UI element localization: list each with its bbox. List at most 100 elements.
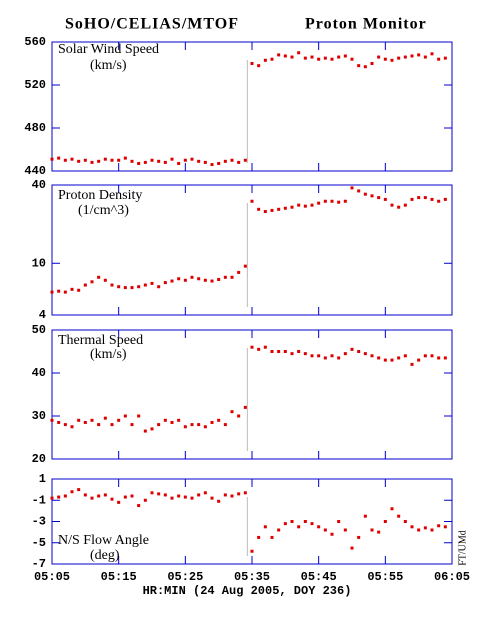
data-point	[243, 158, 247, 162]
data-point	[230, 275, 234, 279]
data-point	[143, 283, 147, 287]
y-tick-label: 40	[32, 366, 46, 380]
data-point	[383, 520, 387, 523]
data-point	[210, 163, 214, 167]
data-point	[110, 497, 114, 501]
data-point	[290, 352, 294, 356]
data-point	[97, 159, 101, 163]
data-point	[270, 535, 274, 539]
data-point	[283, 206, 287, 210]
data-point	[250, 549, 254, 553]
data-point	[50, 418, 54, 422]
data-point	[390, 507, 394, 511]
data-point	[330, 354, 334, 358]
data-point	[270, 57, 274, 61]
data-point	[397, 56, 401, 60]
data-point	[263, 345, 267, 349]
data-point	[403, 55, 407, 59]
data-point	[210, 279, 214, 283]
data-point	[57, 289, 61, 293]
data-point	[397, 514, 401, 518]
title-left: SoHO/CELIAS/MTOF	[65, 16, 239, 33]
data-point	[390, 203, 394, 207]
data-point	[323, 356, 327, 360]
data-point	[190, 157, 194, 161]
data-point	[217, 161, 221, 165]
data-point	[437, 356, 441, 360]
data-point	[370, 194, 374, 198]
data-point	[297, 525, 301, 529]
data-point	[270, 208, 274, 212]
data-point	[150, 491, 154, 495]
data-point	[277, 528, 281, 532]
x-axis-label: HR:MIN (24 Aug 2005, DOY 236)	[143, 584, 352, 598]
data-point	[97, 275, 101, 279]
data-point	[257, 535, 261, 539]
data-point	[350, 546, 354, 550]
data-point	[137, 285, 141, 289]
data-point	[57, 420, 61, 424]
data-point	[97, 494, 101, 498]
data-point	[417, 358, 421, 362]
data-point	[177, 277, 181, 281]
data-point	[383, 358, 387, 362]
data-point	[437, 57, 441, 61]
data-point	[357, 535, 361, 539]
y-tick-label: -1	[32, 493, 46, 507]
data-point	[83, 158, 87, 162]
data-point	[70, 287, 74, 291]
data-point	[423, 354, 427, 358]
panel-title: N/S Flow Angle	[58, 533, 149, 548]
data-point	[230, 494, 234, 498]
data-point	[303, 56, 307, 60]
data-point	[257, 347, 261, 351]
data-point	[263, 58, 267, 62]
data-point	[177, 161, 181, 165]
data-point	[50, 290, 54, 294]
data-point	[143, 429, 147, 433]
data-point	[77, 288, 81, 292]
data-point	[77, 418, 81, 422]
data-point	[430, 354, 434, 358]
data-point	[370, 354, 374, 358]
data-point	[223, 423, 227, 427]
data-point	[397, 205, 401, 209]
data-point	[50, 157, 54, 161]
data-point	[297, 350, 301, 353]
data-point	[283, 54, 287, 58]
data-point	[437, 199, 441, 203]
data-point	[443, 525, 447, 529]
data-point	[163, 281, 167, 285]
data-point	[190, 423, 194, 427]
data-point	[363, 352, 367, 356]
data-point	[170, 279, 174, 283]
data-point	[157, 492, 161, 496]
y-tick-label: 50	[32, 323, 46, 337]
y-tick-label: 30	[32, 409, 46, 423]
data-point	[403, 354, 407, 358]
x-tick-label: 05:35	[234, 570, 270, 584]
data-point	[357, 189, 361, 193]
data-point	[90, 280, 94, 284]
data-point	[50, 496, 54, 500]
data-point	[230, 410, 234, 414]
data-point	[110, 423, 114, 427]
x-tick-label: 05:15	[101, 570, 137, 584]
x-tick-label: 06:05	[434, 570, 470, 584]
data-point	[103, 493, 107, 497]
data-point	[130, 423, 134, 427]
data-point	[110, 158, 114, 162]
data-point	[277, 53, 281, 57]
data-point	[397, 356, 401, 360]
data-point	[150, 281, 154, 285]
data-point	[150, 158, 154, 162]
y-tick-label: -7	[32, 557, 46, 571]
x-tick-label: 05:05	[34, 570, 70, 584]
y-tick-label: 1	[39, 472, 46, 486]
data-point	[63, 290, 67, 294]
data-point	[90, 418, 94, 422]
data-point	[423, 526, 427, 530]
data-point	[70, 157, 74, 161]
panel-units: (km/s)	[90, 347, 127, 362]
